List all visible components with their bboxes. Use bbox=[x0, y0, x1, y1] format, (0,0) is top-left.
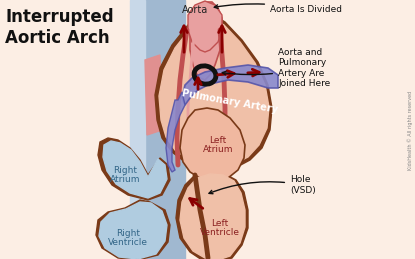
Polygon shape bbox=[130, 0, 145, 259]
Polygon shape bbox=[180, 174, 245, 259]
Text: KidsHealth © All rights reserved: KidsHealth © All rights reserved bbox=[408, 90, 413, 170]
Polygon shape bbox=[99, 202, 167, 259]
Polygon shape bbox=[96, 200, 170, 259]
Polygon shape bbox=[145, 55, 162, 135]
Text: Interrupted
Aortic Arch: Interrupted Aortic Arch bbox=[5, 8, 114, 47]
Text: Left
Ventricle: Left Ventricle bbox=[200, 219, 240, 237]
Polygon shape bbox=[159, 16, 269, 166]
Text: Aorta: Aorta bbox=[182, 5, 208, 15]
Polygon shape bbox=[98, 138, 170, 200]
Text: Right
Atrium: Right Atrium bbox=[110, 166, 140, 184]
Text: Left
Atrium: Left Atrium bbox=[203, 136, 233, 154]
Polygon shape bbox=[155, 12, 272, 170]
Polygon shape bbox=[166, 92, 185, 172]
Polygon shape bbox=[176, 172, 248, 259]
Polygon shape bbox=[182, 65, 278, 105]
Polygon shape bbox=[188, 1, 222, 52]
Text: Right
Ventricle: Right Ventricle bbox=[108, 229, 148, 247]
Polygon shape bbox=[140, 0, 185, 259]
Text: Pulmonary Artery: Pulmonary Artery bbox=[181, 88, 279, 115]
Text: Aorta Is Divided: Aorta Is Divided bbox=[214, 4, 342, 14]
Polygon shape bbox=[180, 108, 245, 180]
Text: Hole
(VSD): Hole (VSD) bbox=[209, 175, 316, 195]
Text: Aorta and
Pulmonary
Artery Are
Joined Here: Aorta and Pulmonary Artery Are Joined He… bbox=[222, 48, 330, 88]
Polygon shape bbox=[190, 2, 222, 80]
Polygon shape bbox=[103, 141, 167, 198]
